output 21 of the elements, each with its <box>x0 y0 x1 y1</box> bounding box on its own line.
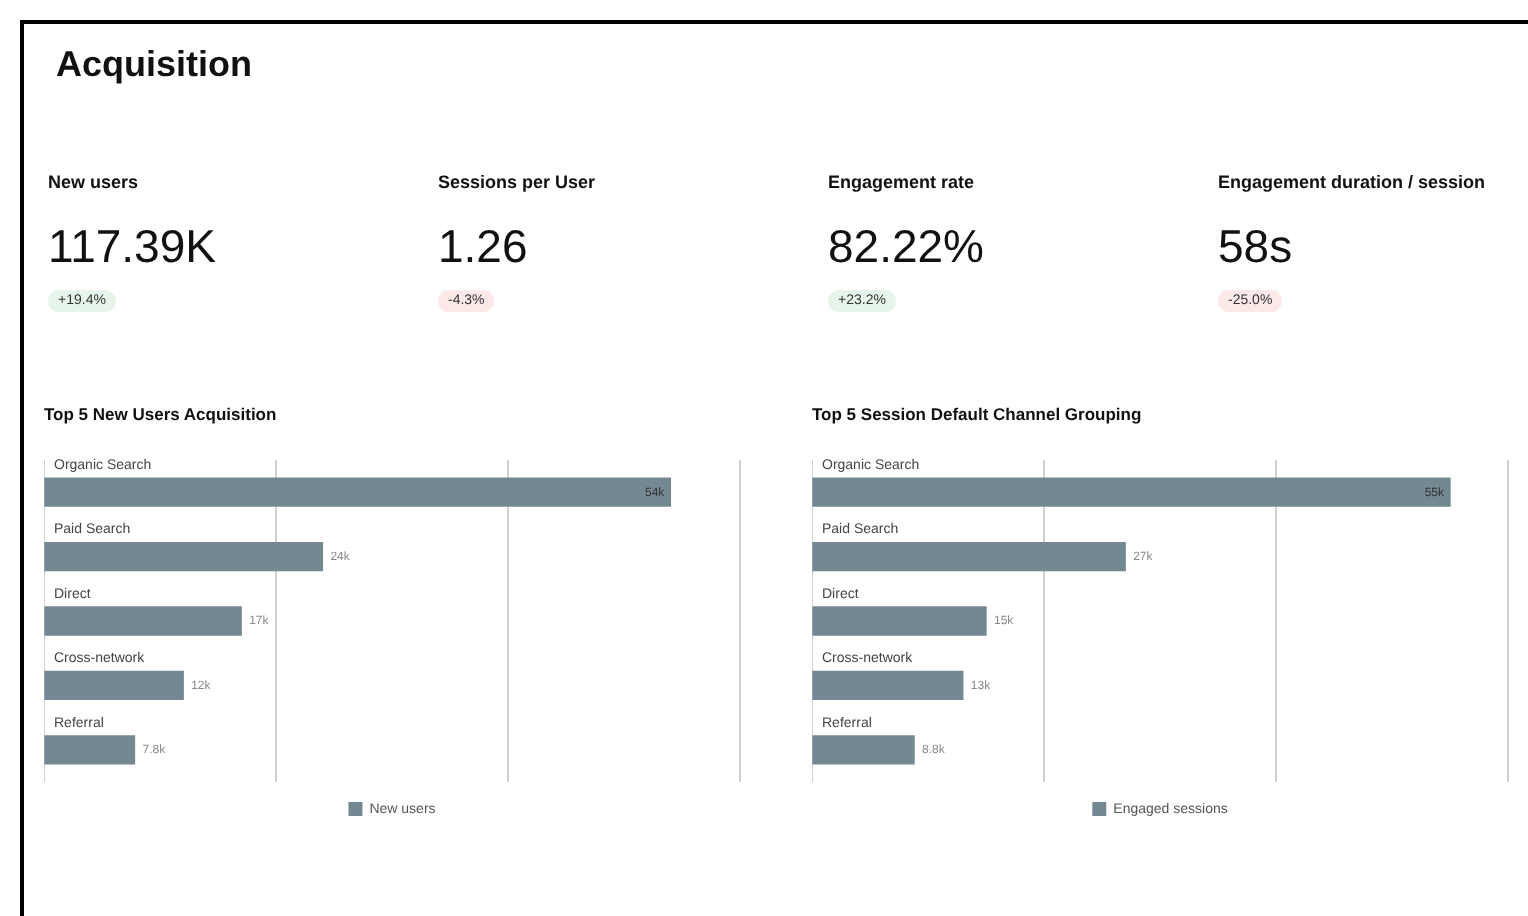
bar <box>812 606 987 636</box>
text: 1.26 <box>438 220 528 272</box>
bar <box>812 541 1126 572</box>
bar <box>44 541 324 572</box>
category-label: New users <box>48 172 141 192</box>
bar <box>812 670 964 701</box>
category-label: Sessions per User <box>438 172 598 192</box>
text: 117.39K <box>48 220 216 272</box>
category-label: Engagement rate <box>828 172 977 192</box>
text: Acquisition <box>56 44 252 86</box>
bar <box>812 735 915 765</box>
text: 82.22% <box>828 220 985 272</box>
text: 58s <box>1218 220 1293 272</box>
bar <box>44 606 242 636</box>
bar <box>44 477 672 507</box>
chart-title: Top 5 Session Default Channel Grouping <box>812 404 1144 424</box>
category-label: Engagement duration / session <box>1218 172 1488 192</box>
bar <box>812 477 1451 507</box>
chart-title: Top 5 New Users Acquisition <box>44 404 279 424</box>
bar <box>44 670 184 701</box>
bar <box>44 735 136 765</box>
